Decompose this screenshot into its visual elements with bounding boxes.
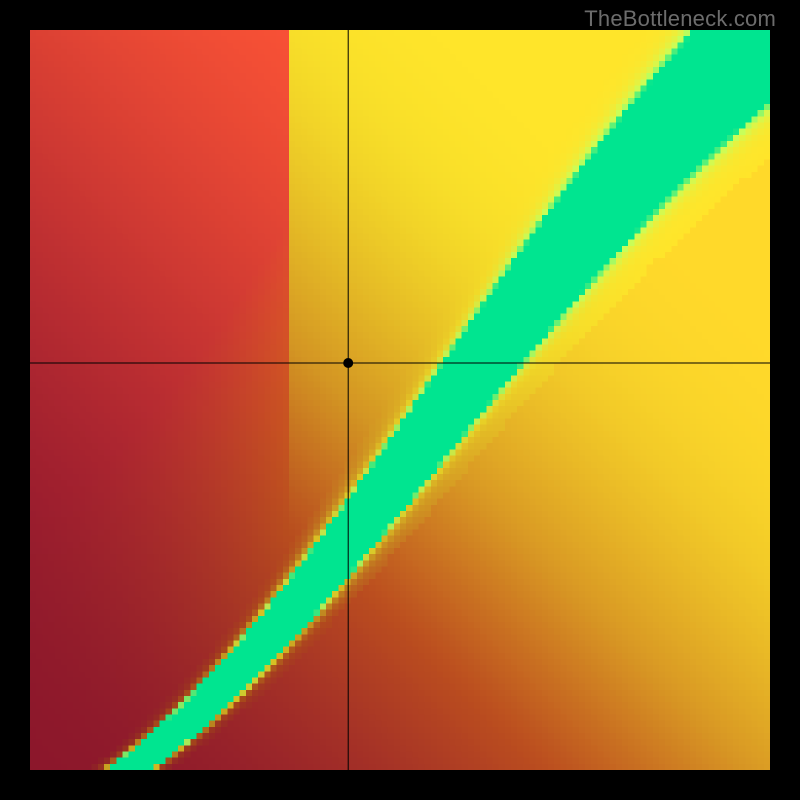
chart-container: TheBottleneck.com (0, 0, 800, 800)
watermark-text: TheBottleneck.com (584, 6, 776, 32)
heatmap-canvas (30, 30, 770, 770)
